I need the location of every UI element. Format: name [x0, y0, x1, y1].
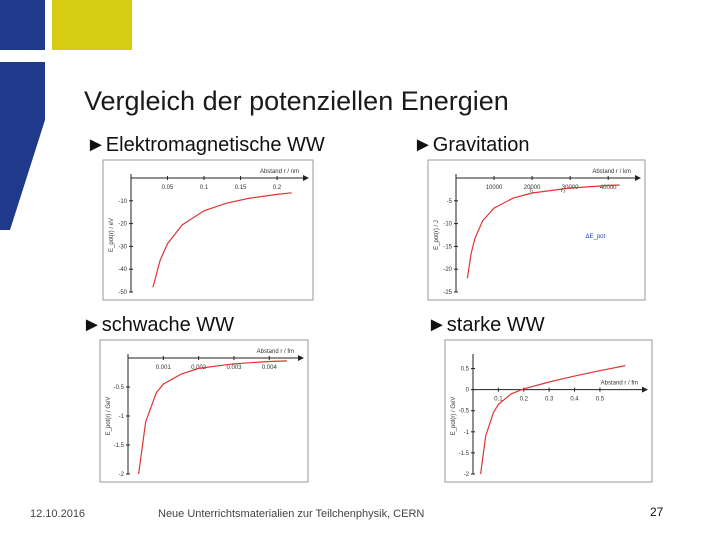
chart-panel — [444, 339, 653, 483]
annotation: ΔE_pot — [586, 234, 606, 240]
y-tick-label: -15 — [443, 244, 452, 250]
curve — [466, 184, 620, 279]
curve — [480, 365, 626, 475]
y-tick-label: -40 — [118, 267, 127, 273]
x-tick-label: 0.5 — [596, 397, 605, 403]
slide-title: Vergleich der potenziellen Energien — [84, 86, 509, 116]
x-axis-label: Abstand r / km — [592, 169, 631, 175]
y-tick-label: -2 — [119, 472, 125, 478]
x-tick-label: 0.15 — [235, 185, 247, 191]
page-number: 27 — [650, 505, 664, 519]
y-tick-label: -1.5 — [459, 451, 470, 457]
y-tick-label: -5 — [447, 199, 453, 205]
axis-arrow — [642, 386, 648, 393]
x-tick-label: 10000 — [486, 185, 503, 191]
chart-panel — [102, 159, 314, 301]
y-tick-label: -50 — [118, 290, 127, 296]
y-tick-label: -20 — [443, 267, 452, 273]
x-tick-label: 0.3 — [545, 397, 554, 403]
x-tick-label: 0.4 — [570, 397, 579, 403]
x-axis-label: Abstand r / fm — [601, 381, 638, 387]
chart-panel — [99, 339, 309, 483]
y-axis-label: E_pot(r) / J — [434, 220, 440, 250]
y-tick-label: 0 — [466, 388, 470, 394]
y-tick-label: -1 — [119, 414, 125, 420]
x-tick-label: 0.2 — [520, 397, 529, 403]
annotation: r₂ — [561, 188, 566, 194]
axis-arrow — [635, 175, 641, 181]
chart-panel — [427, 159, 646, 301]
deco-block — [0, 62, 45, 230]
heading: ►starke WW — [427, 314, 545, 336]
y-axis-label: E_pot(r) / GeV — [106, 397, 112, 436]
y-tick-label: -10 — [118, 199, 127, 205]
y-tick-label: -2 — [464, 472, 470, 478]
y-tick-label: -20 — [118, 222, 127, 228]
axis-arrow — [298, 355, 304, 361]
curve — [138, 360, 287, 475]
x-tick-label: 0.1 — [200, 185, 209, 191]
heading: ►schwache WW — [82, 314, 235, 336]
annotation: r₁ — [530, 188, 534, 194]
x-tick-label: 0.1 — [494, 397, 503, 403]
footer-date: 12.10.2016 — [30, 508, 86, 520]
heading: ►Gravitation — [413, 134, 530, 156]
deco-block — [52, 0, 132, 50]
heading: ►Elektromagnetische WW — [86, 134, 325, 156]
y-tick-label: -10 — [443, 222, 452, 228]
deco-block — [0, 0, 45, 50]
y-tick-label: -1.5 — [114, 443, 125, 449]
y-tick-label: 0.5 — [461, 367, 470, 373]
x-axis-label: Abstand r / fm — [257, 349, 294, 355]
x-tick-label: 0.003 — [226, 365, 242, 371]
y-axis-label: E_pot(r) / eV — [109, 218, 115, 252]
y-tick-label: -0.5 — [114, 385, 125, 391]
y-tick-label: -0.5 — [459, 409, 470, 415]
x-tick-label: 0.004 — [262, 365, 278, 371]
curve — [152, 192, 292, 288]
footer-source: Neue Unterrichtsmaterialien zur Teilchen… — [158, 508, 425, 520]
x-tick-label: 0.2 — [273, 185, 282, 191]
y-tick-label: -1 — [464, 430, 470, 436]
y-tick-label: -25 — [443, 290, 452, 296]
x-tick-label: 20000 — [524, 185, 541, 191]
x-tick-label: 0.05 — [162, 185, 174, 191]
x-tick-label: 40000 — [600, 185, 617, 191]
y-axis-label: E_pot(r) / GeV — [451, 397, 457, 436]
y-tick-label: -30 — [118, 244, 127, 250]
axis-arrow — [303, 175, 309, 181]
x-tick-label: 0.001 — [156, 365, 172, 371]
x-axis-label: Abstand r / nm — [260, 169, 299, 175]
